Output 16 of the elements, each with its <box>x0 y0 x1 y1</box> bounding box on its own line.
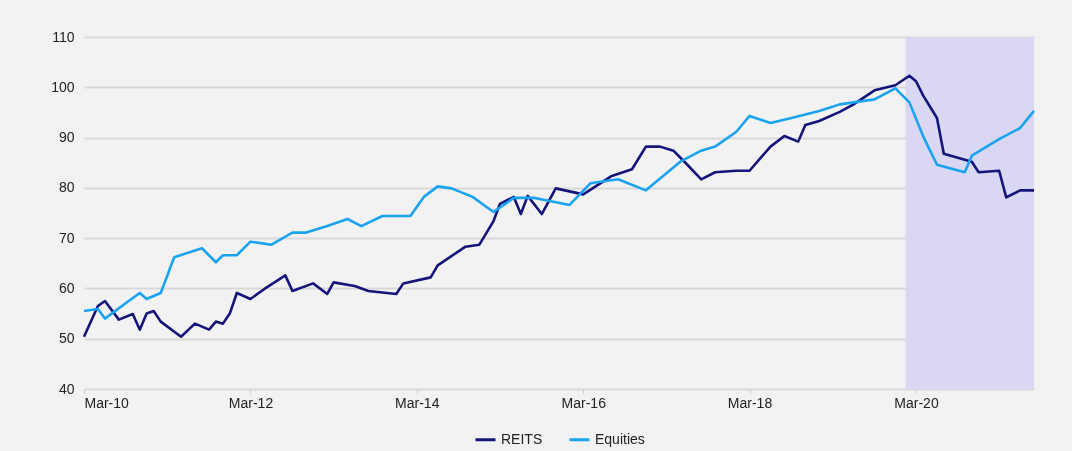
y-tick-label: 40 <box>58 380 75 397</box>
y-tick-label: 70 <box>58 229 75 246</box>
y-tick-label: 50 <box>58 330 75 347</box>
legend-label: Equities <box>595 430 645 447</box>
x-tick-label: Mar-16 <box>561 394 607 411</box>
x-tick-label: Mar-14 <box>395 394 440 411</box>
y-tick-label: 60 <box>58 279 75 296</box>
x-tick-label: Mar-12 <box>228 394 274 411</box>
y-tick-label: 110 <box>52 28 75 45</box>
y-tick-label: 100 <box>51 78 75 95</box>
y-tick-label: 90 <box>58 129 75 146</box>
x-tick-label: Mar-10 <box>84 394 130 411</box>
y-tick-label: 80 <box>58 179 75 196</box>
legend-label: REITS <box>501 430 543 447</box>
x-tick-label: Mar-18 <box>727 394 773 411</box>
x-tick-label: Mar-20 <box>894 394 939 411</box>
